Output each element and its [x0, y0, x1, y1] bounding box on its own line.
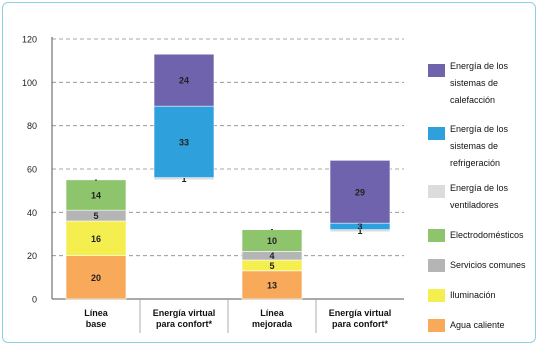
bar-segment [241, 229, 303, 252]
data-label: 24 [179, 76, 189, 86]
bar-segment [65, 179, 127, 211]
legend-label-line: Energía de los [450, 183, 509, 193]
data-label: 4 [269, 251, 274, 261]
legend-label-line: Energía de los [450, 61, 509, 71]
y-tick-label: 60 [27, 165, 37, 175]
data-label: 20 [91, 273, 101, 283]
legend-label-line: Servicios comunes [450, 260, 526, 270]
x-tick-label: Energía virtual [329, 308, 392, 318]
data-label: - [271, 225, 274, 234]
data-label: - [95, 175, 98, 184]
x-tick-label: Línea [84, 308, 109, 318]
legend-swatch [428, 64, 445, 77]
bar-segment [329, 160, 391, 224]
data-label: 29 [355, 187, 365, 197]
data-label: 10 [267, 236, 277, 246]
data-label: 33 [179, 137, 189, 147]
bar-segment [65, 255, 127, 300]
x-tick-label: Línea [260, 308, 285, 318]
legend-label-line: sistemas de [450, 141, 499, 151]
data-label: 5 [269, 261, 274, 271]
legend-swatch [428, 289, 445, 302]
legend-label: Iluminación [450, 289, 540, 302]
legend-label: Energía de los ventiladores [450, 182, 540, 212]
data-label: 3 [357, 221, 362, 231]
legend-swatch [428, 185, 445, 198]
x-tick-label: mejorada [252, 319, 293, 329]
legend-label: Energía de los sistemas de refrigeración [450, 123, 540, 170]
data-label: 1 [181, 174, 186, 184]
legend-label-line: Energía de los [450, 124, 509, 134]
legend-label-line: Electrodomésticos [450, 230, 524, 240]
y-tick-label: 40 [27, 208, 37, 218]
x-tick-label: para confort* [332, 319, 389, 329]
x-tick-label: Energía virtual [153, 308, 216, 318]
y-tick-label: 80 [27, 121, 37, 131]
legend-label-line: refrigeración [450, 158, 501, 168]
data-label: 13 [267, 280, 277, 290]
bar-segment [65, 220, 127, 256]
legend-label-line: Agua caliente [450, 320, 505, 330]
legend-label-line: ventiladores [450, 200, 499, 210]
legend-swatch [428, 259, 445, 272]
legend-label: Agua caliente [450, 319, 540, 332]
y-tick-label: 120 [22, 35, 37, 45]
legend-swatch [428, 229, 445, 242]
data-label: 5 [93, 211, 98, 221]
y-tick-label: 0 [32, 295, 37, 305]
legend-label: Servicios comunes [450, 259, 540, 272]
data-label: 14 [91, 191, 101, 201]
y-tick-label: 100 [22, 78, 37, 88]
legend-swatch [428, 319, 445, 332]
chart-frame [2, 2, 536, 343]
legend-swatch [428, 127, 445, 140]
legend-label-line: sistemas de [450, 78, 499, 88]
y-tick-label: 20 [27, 251, 37, 261]
legend-label-line: calefacción [450, 95, 496, 105]
bar-segment [153, 105, 215, 178]
bar-segment [153, 53, 215, 107]
legend-label-line: Iluminación [450, 290, 496, 300]
data-label: 1 [357, 226, 362, 236]
bar-segment [241, 270, 303, 300]
legend-label: Energía de los sistemas de calefacción [450, 60, 540, 107]
x-tick-label: para confort* [156, 319, 213, 329]
x-tick-label: base [86, 319, 107, 329]
data-label: 16 [91, 234, 101, 244]
legend-label: Electrodomésticos [450, 229, 540, 242]
